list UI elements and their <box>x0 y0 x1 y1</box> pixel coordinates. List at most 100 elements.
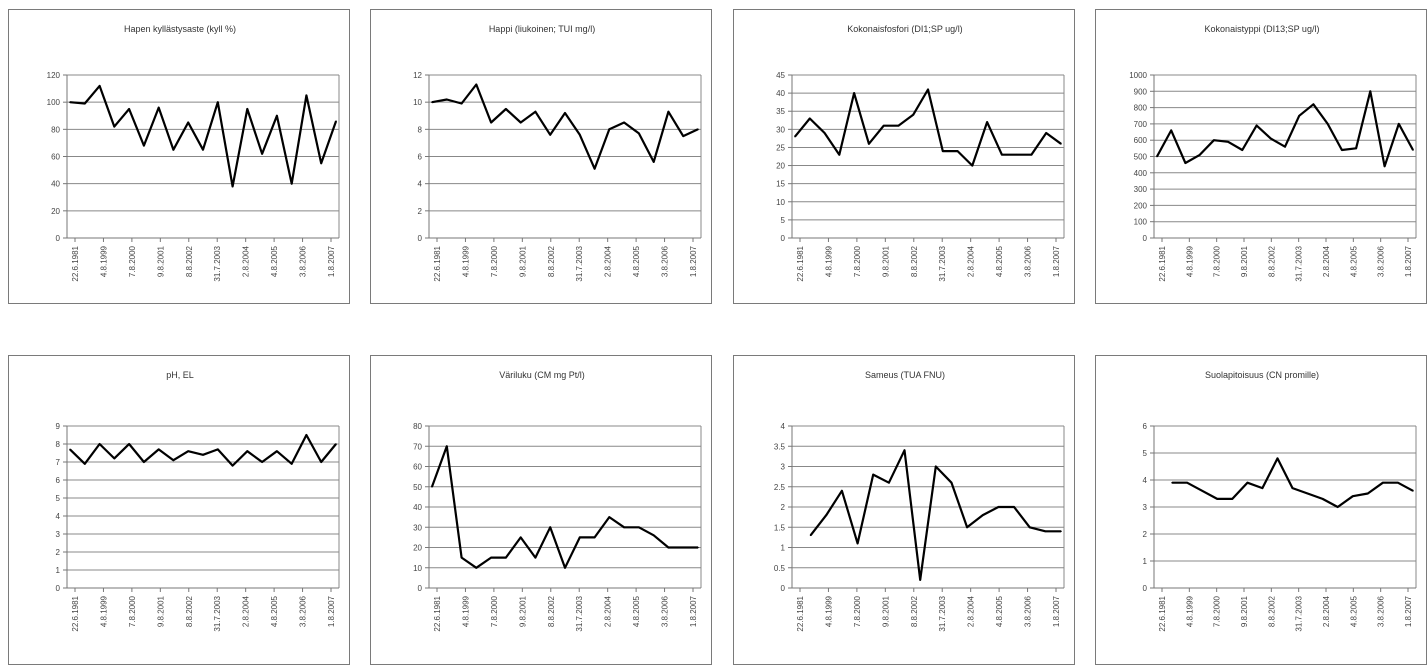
y-tick-label: 10 <box>413 98 422 107</box>
data-point <box>868 143 870 145</box>
x-tick-label: 8.8.2002 <box>547 245 556 277</box>
data-point <box>966 526 968 529</box>
chart-title: Suolapitoisuus (CN promille) <box>1205 370 1319 380</box>
data-point <box>69 101 71 103</box>
y-tick-label: 40 <box>51 180 60 189</box>
data-point <box>1186 481 1188 484</box>
data-point <box>638 132 640 135</box>
data-point <box>912 114 914 116</box>
data-point <box>490 121 492 124</box>
data-point <box>882 124 885 127</box>
chart-panel-6: Väriluku (CM mg Pt/l) 0 10 20 30 40 50 60 70 80 22… <box>370 355 712 665</box>
y-tick-label: 600 <box>1134 136 1148 145</box>
chart-panel-5: pH, EL 0 1 2 3 4 5 6 7 8 9 22.6.1981 4.8.1999 7.8.200… <box>8 355 350 665</box>
data-point <box>1276 457 1279 460</box>
y-tick-label: 800 <box>1134 104 1148 113</box>
data-point <box>1231 498 1234 500</box>
y-tick-label: 8 <box>56 440 61 449</box>
data-point <box>1270 137 1272 140</box>
data-point <box>919 579 921 581</box>
x-tick-label: 31.7.2003 <box>1295 595 1304 631</box>
data-point <box>335 443 337 445</box>
y-tick-label: 2 <box>1143 530 1148 539</box>
x-tick-label: 3.8.2006 <box>1024 245 1033 277</box>
data-point <box>888 481 890 484</box>
y-tick-label: 12 <box>413 71 422 80</box>
data-point <box>872 473 874 476</box>
chart-svg-2: Happi (liukoinen; TUI mg/l) 0 2 4 6 8 10 12 22.6… <box>413 24 702 282</box>
data-point <box>1341 149 1343 151</box>
y-tick-label: 1 <box>56 566 61 575</box>
chart-panel-1: Hapen kyllästysaste (kyll %) 0 20 40 60 80 100… <box>8 9 350 304</box>
chart-title: Happi (liukoinen; TUI mg/l) <box>489 24 595 34</box>
chart-svg-1: Hapen kyllästysaste (kyll %) 0 20 40 60 80 100… <box>47 24 340 282</box>
x-tick-label: 9.8.2001 <box>156 245 165 277</box>
data-point <box>608 128 611 131</box>
data-point <box>1412 149 1414 151</box>
chart-svg-4: Kokonaistyppi (DI13;SP ug/l) 0 100 200 300 40… <box>1129 24 1417 282</box>
x-tick-label: 1.8.2007 <box>1404 245 1413 277</box>
x-tick-label: 4.8.2005 <box>995 595 1004 627</box>
chart-panel-7: Sameus (TUA FNU) 0 0.5 1 1.5 2 2.5 3 3.5 4 22.6.19… <box>733 355 1075 665</box>
data-point <box>246 450 249 452</box>
series-line <box>809 449 1061 581</box>
x-tick-label: 9.8.2001 <box>881 245 890 277</box>
x-tick-label: 4.8.2005 <box>270 595 279 627</box>
y-tick-label: 45 <box>776 71 785 80</box>
x-tick-label: 4.8.2005 <box>1349 595 1358 627</box>
y-tick-label: 9 <box>56 422 61 431</box>
chart-svg-8: Suolapitoisuus (CN promille) 0 1 2 3 4 5 6 22.6.… <box>1143 370 1417 632</box>
chart-svg-3: Kokonaisfosfori (DI1;SP ug/l) 0 5 10 15 20 25 3… <box>776 24 1065 282</box>
data-point <box>143 461 145 463</box>
x-tick-label: 7.8.2000 <box>128 595 137 627</box>
x-tick-label: 9.8.2001 <box>518 595 527 627</box>
x-tick-label: 2.8.2004 <box>242 245 251 277</box>
y-tick-label: 3 <box>781 463 786 472</box>
data-point <box>1028 526 1031 529</box>
chart-panel-8: Suolapitoisuus (CN promille) 0 1 2 3 4 5 6 22.6.… <box>1095 355 1427 665</box>
x-tick-label: 4.8.1999 <box>461 595 470 627</box>
data-point <box>593 167 596 170</box>
y-tick-label: 5 <box>1143 449 1148 458</box>
y-tick-label: 900 <box>1134 87 1148 96</box>
series-line <box>794 88 1062 167</box>
x-tick-label: 1.8.2007 <box>689 595 698 627</box>
chart-panel-4: Kokonaistyppi (DI13;SP ug/l) 0 100 200 300 40… <box>1095 9 1427 304</box>
data-point <box>113 457 116 460</box>
x-tick-label: 1.8.2007 <box>327 595 336 627</box>
chart-title: Hapen kyllästysaste (kyll %) <box>124 24 236 34</box>
data-point <box>231 185 234 188</box>
data-point <box>431 486 433 488</box>
y-tick-label: 0 <box>56 234 61 243</box>
data-point <box>305 94 308 97</box>
series-line <box>1172 457 1414 509</box>
y-tick-label: 500 <box>1134 153 1148 162</box>
data-point <box>667 110 670 113</box>
x-tick-label: 2.8.2004 <box>604 245 613 277</box>
data-point <box>1246 481 1249 484</box>
x-tick-label: 3.8.2006 <box>1024 595 1033 627</box>
chart-svg-7: Sameus (TUA FNU) 0 0.5 1 1.5 2 2.5 3 3.5 4 22.6.19… <box>774 370 1065 632</box>
data-point <box>246 108 249 110</box>
data-point <box>652 534 655 537</box>
y-tick-label: 3.5 <box>774 442 786 451</box>
data-point <box>1261 487 1264 489</box>
data-point <box>475 567 478 569</box>
data-point <box>1170 129 1172 132</box>
data-point <box>623 526 625 529</box>
y-tick-label: 0 <box>418 234 423 243</box>
data-point <box>1326 123 1329 125</box>
x-tick-label: 31.7.2003 <box>938 595 947 631</box>
y-tick-label: 3 <box>1143 503 1148 512</box>
data-point <box>1398 123 1400 125</box>
data-point <box>157 106 160 109</box>
series-line <box>69 433 337 467</box>
chart-svg-5: pH, EL 0 1 2 3 4 5 6 7 8 9 22.6.1981 4.8.1999 7.8.200… <box>56 370 340 632</box>
data-point <box>579 536 581 539</box>
y-tick-label: 0.5 <box>774 564 786 573</box>
x-tick-label: 2.8.2004 <box>1322 595 1331 627</box>
data-point <box>1184 162 1187 164</box>
x-tick-label: 8.8.2002 <box>910 595 919 627</box>
x-tick-label: 4.8.1999 <box>99 245 108 277</box>
data-point <box>1306 492 1309 495</box>
